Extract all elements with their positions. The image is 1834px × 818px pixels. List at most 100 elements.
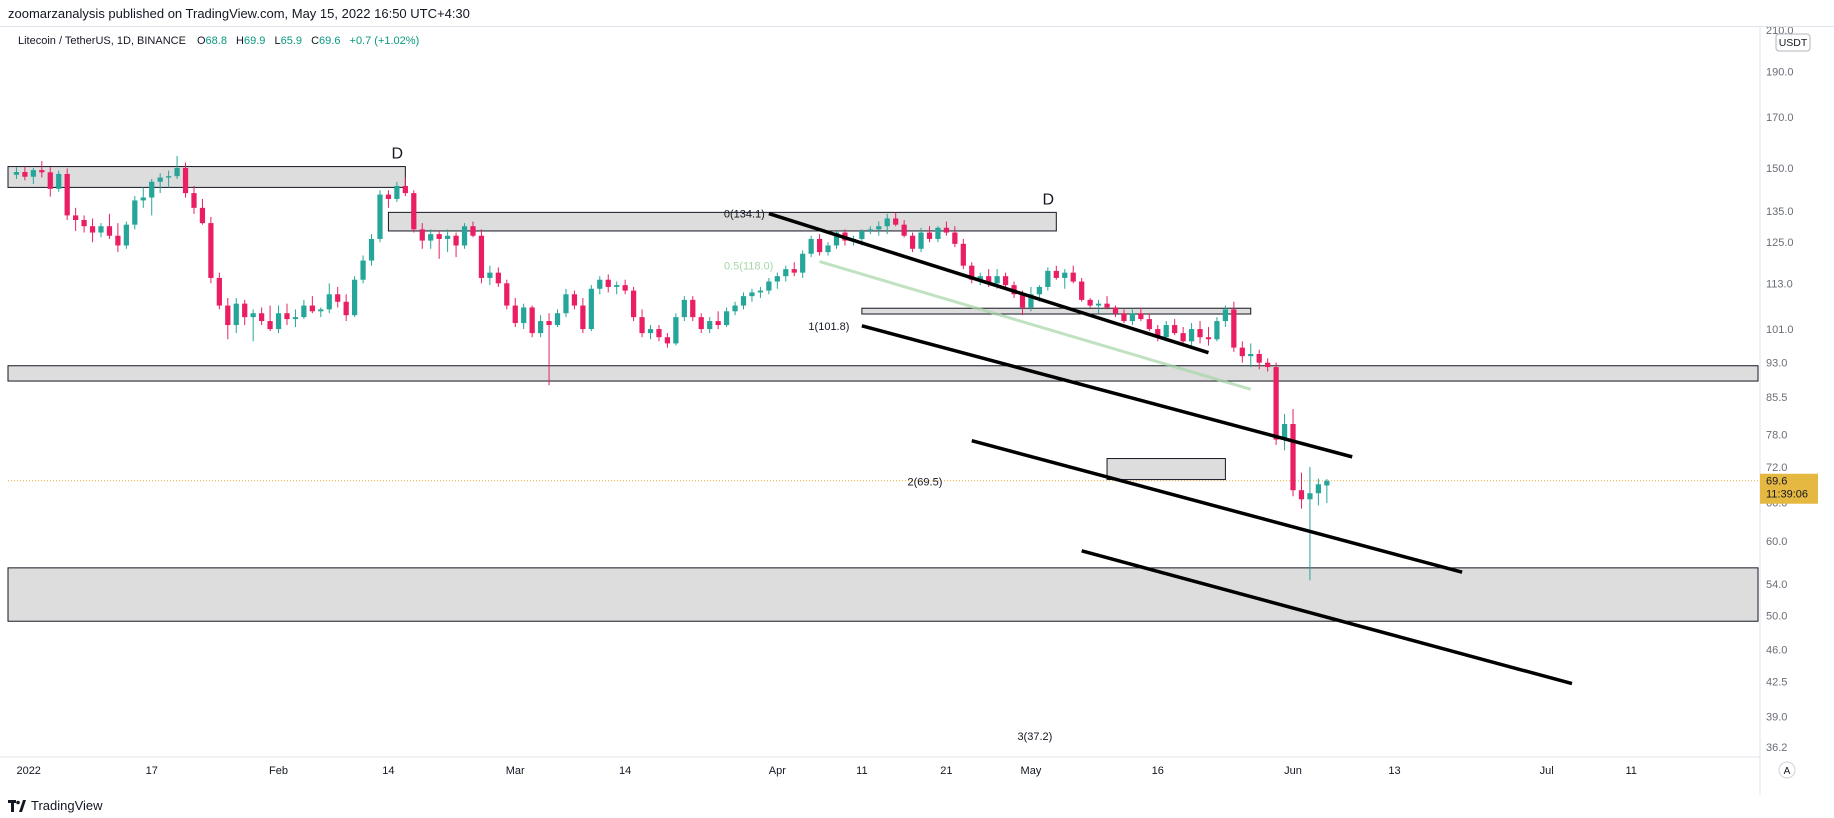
candle-body bbox=[444, 235, 451, 239]
symbol-legend[interactable]: Litecoin / TetherUS, 1D, BINANCE O68.8 H… bbox=[18, 35, 419, 47]
candle-body bbox=[1036, 286, 1043, 295]
channel-trendline bbox=[1081, 549, 1573, 686]
candle-body bbox=[833, 232, 840, 246]
bar-countdown: 11:39:06 bbox=[1766, 489, 1808, 501]
candle-body bbox=[343, 301, 349, 316]
candle-body bbox=[1214, 321, 1220, 340]
candle-body bbox=[707, 321, 713, 330]
candle-body bbox=[174, 167, 180, 177]
current-price-tag bbox=[1760, 473, 1818, 504]
candle-body bbox=[157, 177, 163, 182]
candle-body bbox=[647, 329, 654, 334]
price-tick-label: 50.0 bbox=[1766, 610, 1787, 622]
candle-body bbox=[512, 305, 518, 324]
candlestick-chart[interactable]: DD 0(134.1)0.5(118.0)1(101.8)2(69.5)3(37… bbox=[0, 25, 1834, 795]
candle-body bbox=[715, 321, 721, 326]
high-label: H bbox=[236, 35, 244, 47]
candle-body bbox=[1095, 303, 1102, 306]
symbol-name: Litecoin / TetherUS, 1D, BINANCE bbox=[18, 35, 186, 47]
price-tick-label: 135.0 bbox=[1766, 206, 1794, 218]
candle-body bbox=[1324, 480, 1330, 486]
candle-body bbox=[1070, 272, 1076, 282]
candle-body bbox=[182, 167, 189, 194]
candle-body bbox=[918, 232, 924, 249]
candle-body bbox=[740, 296, 747, 306]
candle-body bbox=[47, 172, 53, 189]
zone-label: D bbox=[1043, 191, 1055, 208]
price-tick-label: 46.0 bbox=[1766, 644, 1787, 656]
publish-text: zoomarzanalysis published on TradingView… bbox=[8, 6, 470, 21]
candle-body bbox=[952, 232, 958, 244]
candle-body bbox=[1121, 313, 1127, 322]
candle-body bbox=[1079, 281, 1085, 300]
candle-body bbox=[199, 207, 206, 224]
candle-body bbox=[191, 193, 197, 208]
channel-trendline bbox=[768, 211, 1210, 355]
time-tick-label: Apr bbox=[769, 765, 786, 777]
candle-body bbox=[1172, 325, 1178, 334]
time-axis[interactable]: 2022 17 Feb 14 Mar 14 Apr 11 21 May 16 Jun 13 Jul 11 A bbox=[0, 756, 1796, 779]
time-tick-label: 13 bbox=[1388, 765, 1400, 777]
time-tick-label: 16 bbox=[1152, 765, 1164, 777]
candle-body bbox=[1112, 307, 1119, 314]
candle-body bbox=[292, 317, 299, 320]
candle-body bbox=[673, 317, 679, 344]
candle-body bbox=[960, 243, 966, 266]
currency-label: USDT bbox=[1779, 37, 1808, 49]
candle-body bbox=[732, 305, 738, 312]
candle-body bbox=[495, 272, 501, 284]
candle-body bbox=[1087, 299, 1093, 306]
tradingview-logo[interactable]: TradingView bbox=[8, 798, 103, 813]
candle-body bbox=[106, 226, 113, 236]
zones-layer: DD bbox=[7, 146, 1759, 622]
candle-body bbox=[368, 238, 375, 261]
annotation-labels-layer: 0(134.1) 0.5(118.0) 1(101.8) 2(69.5) 3(37.2) bbox=[724, 209, 1052, 743]
candle-body bbox=[385, 194, 392, 199]
candle-body bbox=[690, 299, 696, 318]
candle-body bbox=[537, 321, 544, 334]
candle-body bbox=[808, 238, 814, 254]
time-axis-ticks: 2022 17 Feb 14 Mar 14 Apr 11 21 May 16 Jun 13 Jul 11 bbox=[16, 765, 1636, 777]
candle-body bbox=[216, 277, 222, 306]
price-tick-label: 60.0 bbox=[1766, 536, 1787, 548]
candle-body bbox=[876, 226, 882, 230]
candle-body bbox=[546, 321, 552, 326]
candle-body bbox=[766, 281, 772, 291]
candle-body bbox=[318, 309, 324, 312]
svg-text:Litecoin / TetherUS, 1D, BINAN: Litecoin / TetherUS, 1D, BINANCE O68.8 H… bbox=[18, 35, 419, 47]
time-tick-label: May bbox=[1021, 765, 1042, 777]
candle-body bbox=[554, 313, 561, 326]
candle-body bbox=[1155, 329, 1161, 338]
candle-body bbox=[1281, 424, 1288, 440]
candle-body bbox=[597, 279, 603, 289]
candle-body bbox=[73, 215, 79, 221]
candle-body bbox=[1298, 490, 1305, 500]
candle-body bbox=[436, 234, 442, 239]
channel-trendline bbox=[971, 438, 1463, 574]
supply-demand-zone bbox=[1106, 458, 1226, 481]
open-label: O bbox=[197, 35, 206, 47]
candle-body bbox=[1197, 329, 1203, 338]
candle-body bbox=[681, 299, 687, 318]
candle-body bbox=[723, 311, 730, 326]
candle-body bbox=[1028, 294, 1034, 308]
candle-body bbox=[470, 226, 476, 236]
currency-badge[interactable] bbox=[1775, 33, 1811, 52]
price-tick-label: 101.0 bbox=[1766, 324, 1794, 336]
candle-body bbox=[115, 235, 121, 246]
close-label: C bbox=[311, 35, 319, 47]
price-axis[interactable]: 190.0 170.0 150.0 135.0 125.0 113.0 101.0 93.0 8… bbox=[1759, 25, 1818, 795]
time-tick-label: 14 bbox=[382, 765, 394, 777]
auto-scale-icon[interactable] bbox=[1778, 761, 1796, 779]
candle-body bbox=[867, 229, 873, 231]
candle-body bbox=[1053, 270, 1059, 278]
close-value: 69.6 bbox=[319, 35, 340, 47]
candle-body bbox=[935, 227, 941, 239]
candle-body bbox=[419, 229, 425, 241]
candle-body bbox=[394, 185, 400, 199]
candle-body bbox=[1231, 309, 1237, 348]
candle-body bbox=[250, 313, 256, 318]
candle-body bbox=[630, 290, 637, 318]
candle-body bbox=[1019, 294, 1026, 308]
